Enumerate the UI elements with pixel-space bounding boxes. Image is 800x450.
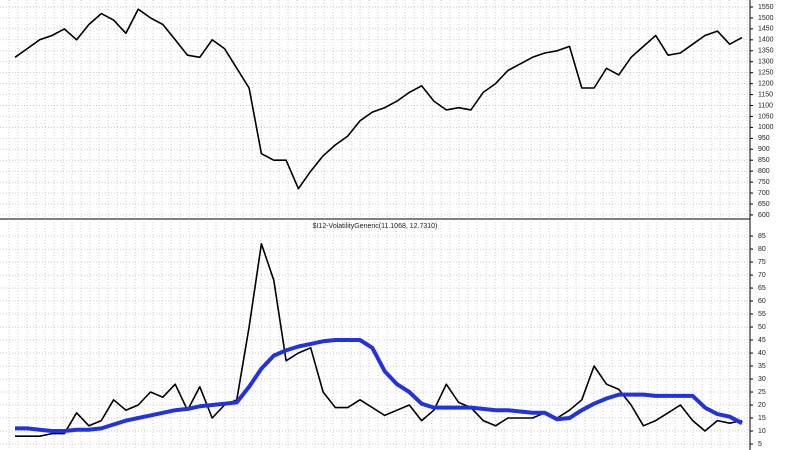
y-tick-label: 45 xyxy=(758,337,766,344)
y-tick-label: 1200 xyxy=(758,80,774,87)
y-tick-label: 40 xyxy=(758,350,766,357)
y-tick-label: 5 xyxy=(758,441,762,448)
y-tick-label: 1500 xyxy=(758,15,774,22)
y-tick-label: 10 xyxy=(758,428,766,435)
y-tick-label: 60 xyxy=(758,298,766,305)
y-tick-label: 1350 xyxy=(758,48,774,55)
series-line xyxy=(15,338,743,433)
y-tick-label: 20 xyxy=(758,402,766,409)
y-tick-label: 1100 xyxy=(758,102,773,109)
y-tick-label: 25 xyxy=(758,389,766,396)
y-tick-label: 75 xyxy=(758,259,766,266)
y-tick-label: 30 xyxy=(758,376,766,383)
y-tick-label: 70 xyxy=(758,272,766,279)
series-line xyxy=(14,8,743,190)
y-tick-label: 80 xyxy=(758,246,766,253)
y-tick-label: 1000 xyxy=(758,124,774,131)
y-tick-label: 750 xyxy=(758,179,770,186)
y-tick-label: 600 xyxy=(758,212,770,219)
y-tick-label: 55 xyxy=(758,311,766,318)
series-line xyxy=(15,243,743,437)
y-tick-label: 15 xyxy=(758,415,766,422)
y-tick-label: 50 xyxy=(758,324,766,331)
y-tick-label: 850 xyxy=(758,157,770,164)
panel-title: $I12-VolatilityGeneric(11.1068, 12.7310) xyxy=(313,223,438,230)
y-tick-label: 800 xyxy=(758,168,770,175)
y-tick-label: 65 xyxy=(758,285,766,292)
y-tick-label: 650 xyxy=(758,201,770,208)
y-tick-label: 1250 xyxy=(758,70,774,77)
y-tick-label: 950 xyxy=(758,135,770,142)
y-tick-label: 35 xyxy=(758,363,766,370)
y-tick-label: 1300 xyxy=(758,59,774,66)
y-tick-label: 85 xyxy=(758,233,766,240)
y-tick-label: 1400 xyxy=(758,37,774,44)
y-tick-label: 900 xyxy=(758,146,770,153)
y-tick-label: 700 xyxy=(758,190,770,197)
y-tick-label: 1450 xyxy=(758,26,774,33)
y-tick-label: 1550 xyxy=(758,4,774,11)
y-tick-label: 1050 xyxy=(758,113,774,120)
y-tick-label: 1150 xyxy=(758,91,773,98)
